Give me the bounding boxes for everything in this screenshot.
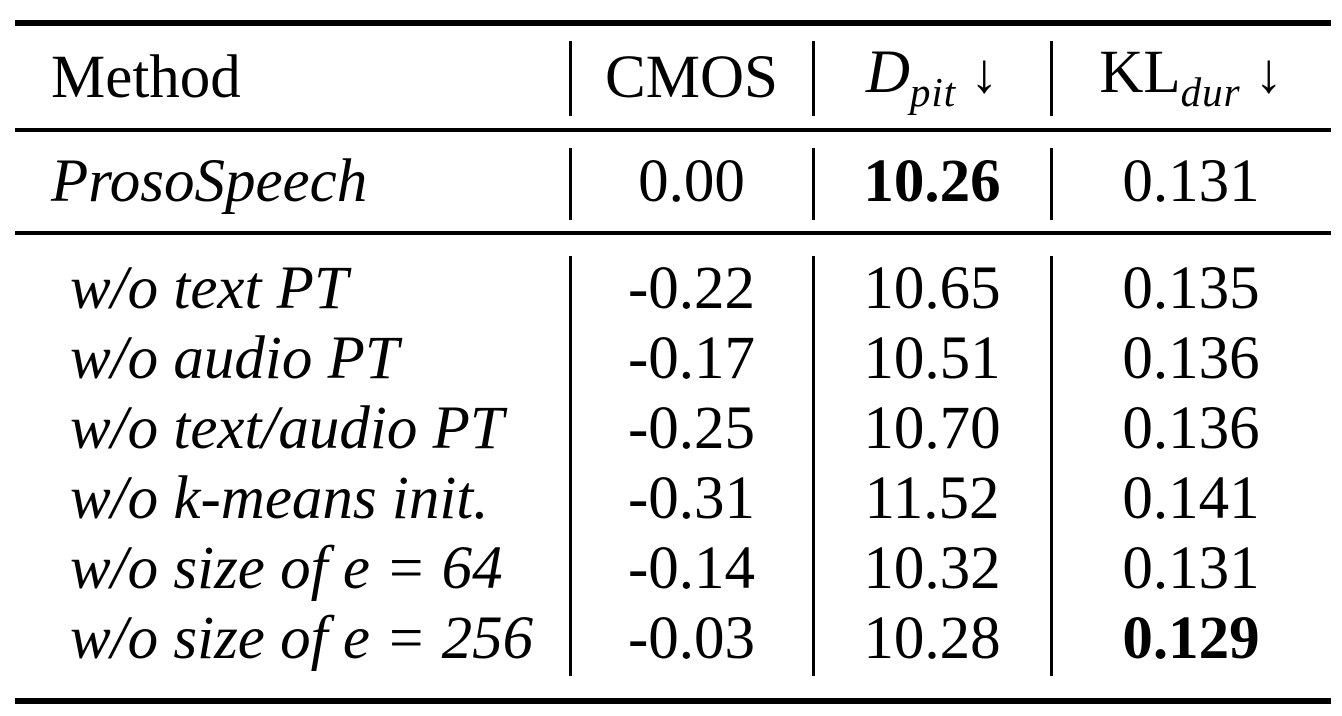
table-row-wo-text-pt: w/o text PT -0.22 10.65 0.135 xyxy=(15,253,1331,323)
table-row-wo-size-e64: w/o size of e = 64 -0.14 10.32 0.131 xyxy=(15,533,1331,603)
cell-kldur: 0.141 xyxy=(1122,464,1260,532)
table-row-wo-kmeans-init: w/o k-means init. -0.31 11.52 0.141 xyxy=(15,463,1331,533)
column-separator xyxy=(569,148,572,220)
cell-cmos: -0.25 xyxy=(627,394,756,462)
cell-kldur: 0.131 xyxy=(1122,534,1260,602)
table-bottom-rule xyxy=(15,698,1331,704)
cell-dpit: 10.26 xyxy=(863,148,1001,215)
down-arrow-icon: ↓ xyxy=(970,42,999,105)
cell-dpit: 10.32 xyxy=(863,534,1001,602)
cell-method: w/o k-means init. xyxy=(70,464,489,532)
table-header-row: Method CMOS Dpit ↓ KLdur ↓ xyxy=(15,26,1331,128)
column-separator xyxy=(812,148,815,220)
cell-kldur: 0.136 xyxy=(1122,324,1260,392)
column-separator xyxy=(1050,148,1053,220)
header-cmos: CMOS xyxy=(570,47,813,108)
column-separator xyxy=(1050,256,1053,676)
cell-kldur: 0.136 xyxy=(1122,394,1260,462)
cell-cmos: -0.31 xyxy=(627,464,756,532)
column-separator xyxy=(812,256,815,676)
table-header-rule xyxy=(15,128,1331,132)
table-row-wo-text-audio-pt: w/o text/audio PT -0.25 10.70 0.136 xyxy=(15,393,1331,463)
cell-method: w/o text PT xyxy=(70,254,348,322)
cell-dpit: 10.51 xyxy=(863,324,1001,392)
table-midsection-rule xyxy=(15,231,1331,235)
cell-cmos: -0.22 xyxy=(627,254,756,322)
table-top-rule xyxy=(15,20,1331,26)
header-kldur-symbol: KL xyxy=(1099,38,1181,106)
header-cmos-label: CMOS xyxy=(605,43,778,111)
cell-method: w/o size of e = 256 xyxy=(70,604,534,672)
column-separator xyxy=(812,41,815,116)
cell-method: w/o size of e = 64 xyxy=(70,534,503,602)
cell-dpit: 11.52 xyxy=(864,464,1000,532)
header-method-label: Method xyxy=(51,43,241,111)
header-kldur-subscript: dur xyxy=(1180,68,1241,115)
header-kldur: KLdur ↓ xyxy=(1051,42,1331,113)
cell-dpit: 10.65 xyxy=(863,254,1001,322)
cell-method: w/o audio PT xyxy=(70,324,399,392)
header-dpit: Dpit ↓ xyxy=(813,42,1051,113)
cell-kldur: 0.135 xyxy=(1122,254,1260,322)
cell-cmos: -0.03 xyxy=(627,604,756,672)
header-method: Method xyxy=(15,47,570,108)
cell-dpit: 10.70 xyxy=(863,394,1001,462)
cell-dpit: 10.28 xyxy=(863,604,1001,672)
table-row-wo-size-e256: w/o size of e = 256 -0.03 10.28 0.129 xyxy=(15,603,1331,673)
cell-cmos: -0.14 xyxy=(627,534,756,602)
cell-method: ProsoSpeech xyxy=(51,148,368,215)
down-arrow-icon: ↓ xyxy=(1254,42,1283,105)
column-separator xyxy=(1050,41,1053,116)
table-row-prosospeech: ProsoSpeech 0.00 10.26 0.131 xyxy=(15,132,1331,231)
column-separator xyxy=(569,41,572,116)
cell-method: w/o text/audio PT xyxy=(70,394,504,462)
header-dpit-symbol: D xyxy=(865,38,910,106)
header-dpit-subscript: pit xyxy=(909,68,957,115)
cell-cmos: 0.00 xyxy=(638,148,745,215)
cell-kldur: 0.129 xyxy=(1122,604,1260,672)
cell-kldur: 0.131 xyxy=(1122,148,1260,215)
cell-cmos: -0.17 xyxy=(627,324,756,392)
column-separator xyxy=(569,256,572,676)
table-row-wo-audio-pt: w/o audio PT -0.17 10.51 0.136 xyxy=(15,323,1331,393)
